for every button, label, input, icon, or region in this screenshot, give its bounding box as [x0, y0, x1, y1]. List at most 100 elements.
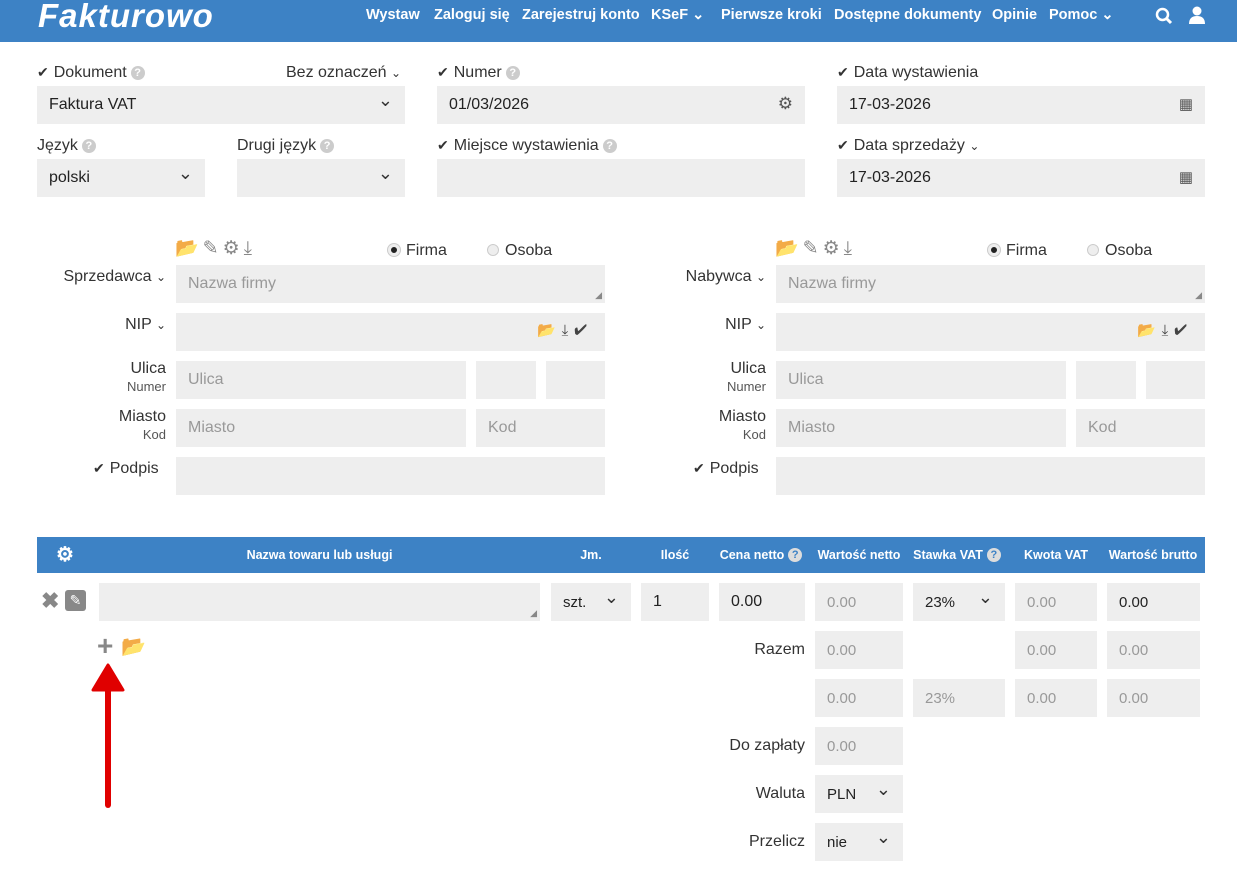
nav-zarejestruj[interactable]: Zarejestruj konto	[522, 7, 640, 23]
cena-netto-input[interactable]: 0.00	[719, 583, 805, 621]
przelicz-select[interactable]: nie	[815, 823, 903, 861]
miejsce-label: ✔ Miejsce wystawienia?	[437, 137, 617, 155]
resize-grip-icon[interactable]: ◢	[530, 608, 537, 618]
vat-row-kwota: 0.00	[1015, 679, 1097, 717]
buyer-radio-firma[interactable]: Firma	[988, 242, 1047, 260]
buyer-miasto-placeholder: Miasto	[788, 419, 836, 436]
edit-icon[interactable]: ✎	[202, 238, 223, 259]
razem-vat-value: 0.00	[1027, 641, 1057, 659]
seller-podpis-input[interactable]	[176, 457, 605, 495]
checkbox-checked-icon[interactable]: ✔	[837, 137, 849, 153]
stawka-vat-select[interactable]: 23%	[913, 583, 1005, 621]
buyer-kod-input[interactable]: Kod	[1076, 409, 1205, 447]
add-row-icon[interactable]: +	[97, 630, 114, 661]
search-icon[interactable]	[1155, 7, 1173, 25]
seller-numer-label: Numer	[126, 379, 166, 394]
waluta-select[interactable]: PLN	[815, 775, 903, 813]
jezyk-select[interactable]: polski	[37, 159, 205, 197]
jm-select[interactable]: szt.	[551, 583, 631, 621]
folder-open-icon[interactable]: 📂	[121, 636, 146, 658]
gear-icon[interactable]: ⚙	[777, 94, 793, 113]
download-icon[interactable]: ⤓	[243, 238, 257, 259]
checkbox-checked-icon[interactable]: ✔	[93, 460, 105, 476]
dokument-select[interactable]: Faktura VAT	[37, 86, 405, 124]
edit-icon[interactable]: ✎	[65, 590, 86, 611]
nav-dokumenty[interactable]: Dostępne dokumenty	[834, 7, 982, 23]
folder-open-icon[interactable]: 📂	[1136, 322, 1162, 339]
buyer-nr-lokalu-input[interactable]	[1146, 361, 1205, 399]
nav-opinie[interactable]: Opinie	[992, 7, 1038, 23]
seller-name-textarea[interactable]: Nazwa firmy ◢	[176, 265, 605, 303]
buyer-ulica-input[interactable]: Ulica	[776, 361, 1066, 399]
numer-input[interactable]: 01/03/2026 ⚙	[437, 86, 805, 124]
buyer-nip-input[interactable]: 📂⤓✔	[776, 313, 1205, 351]
folder-open-icon[interactable]: 📂	[536, 322, 562, 339]
nav-pomoc[interactable]: Pomoc ⌄	[1049, 7, 1114, 23]
checkbox-checked-icon[interactable]: ✔	[837, 64, 849, 80]
help-icon[interactable]: ?	[986, 548, 1001, 562]
nav-zaloguj[interactable]: Zaloguj się	[434, 7, 510, 23]
buyer-name-textarea[interactable]: Nazwa firmy ◢	[776, 265, 1205, 303]
download-icon[interactable]: ⤓	[843, 238, 857, 259]
gear-icon[interactable]: ⚙	[222, 238, 244, 259]
seller-title[interactable]: Sprzedawca ⌄	[40, 268, 166, 286]
check-circle-icon[interactable]: ✔	[1174, 322, 1193, 339]
seller-nip-label[interactable]: NIP ⌄	[40, 316, 166, 334]
download-icon[interactable]: ⤓	[561, 322, 575, 339]
brutto-input[interactable]: 0.00	[1107, 583, 1200, 621]
miejsce-input[interactable]	[437, 159, 805, 197]
download-icon[interactable]: ⤓	[1161, 322, 1175, 339]
items-table-header	[37, 537, 1205, 573]
help-icon[interactable]: ?	[81, 139, 96, 153]
seller-ulica-input[interactable]: Ulica	[176, 361, 466, 399]
gear-icon[interactable]: ⚙	[56, 544, 74, 566]
seller-kod-input[interactable]: Kod	[476, 409, 605, 447]
checkbox-checked-icon[interactable]: ✔	[437, 64, 449, 80]
resize-grip-icon[interactable]: ◢	[595, 290, 602, 300]
calendar-icon[interactable]: ▦	[1178, 169, 1193, 186]
folder-open-icon[interactable]: 📂	[175, 238, 203, 259]
seller-nr-lokalu-input[interactable]	[546, 361, 605, 399]
data-sprzedazy-input[interactable]: 17-03-2026 ▦	[837, 159, 1205, 197]
buyer-nr-domu-input[interactable]	[1076, 361, 1136, 399]
help-icon[interactable]: ?	[505, 66, 520, 80]
checkbox-checked-icon[interactable]: ✔	[693, 460, 705, 476]
user-icon[interactable]	[1189, 6, 1205, 24]
buyer-nip-label[interactable]: NIP ⌄	[640, 316, 766, 334]
jezyk-text: Język	[37, 137, 78, 154]
buyer-miasto-input[interactable]: Miasto	[776, 409, 1066, 447]
check-circle-icon[interactable]: ✔	[574, 322, 593, 339]
item-name-textarea[interactable]: ◢	[99, 583, 540, 621]
edit-icon[interactable]: ✎	[802, 238, 823, 259]
nav-ksef[interactable]: KSeF ⌄	[651, 7, 704, 23]
seller-nip-input[interactable]: 📂⤓✔	[176, 313, 605, 351]
seller-radio-firma[interactable]: Firma	[388, 242, 447, 260]
delete-row-icon[interactable]: ✖	[41, 588, 60, 613]
nav-wystaw[interactable]: Wystaw	[366, 7, 420, 23]
drugi-jezyk-select[interactable]	[237, 159, 405, 197]
column-header: Wartość brutto	[1103, 537, 1203, 573]
jezyk-value: polski	[49, 169, 90, 186]
ilosc-input[interactable]: 1	[641, 583, 709, 621]
seller-nr-domu-input[interactable]	[476, 361, 536, 399]
seller-miasto-input[interactable]: Miasto	[176, 409, 466, 447]
buyer-title[interactable]: Nabywca ⌄	[640, 268, 766, 286]
checkbox-checked-icon[interactable]: ✔	[37, 64, 49, 80]
gear-icon[interactable]: ⚙	[822, 238, 844, 259]
resize-grip-icon[interactable]: ◢	[1195, 290, 1202, 300]
seller-radio-osoba[interactable]: Osoba	[487, 242, 552, 260]
buyer-podpis-input[interactable]	[776, 457, 1205, 495]
calendar-icon[interactable]: ▦	[1178, 96, 1193, 113]
data-wystawienia-input[interactable]: 17-03-2026 ▦	[837, 86, 1205, 124]
folder-open-icon[interactable]: 📂	[775, 238, 803, 259]
oznaczenie-dropdown[interactable]: Bez oznaczeń ⌄	[286, 64, 401, 82]
help-icon[interactable]: ?	[602, 139, 617, 153]
logo[interactable]: Fakturowo	[38, 0, 214, 34]
nav-pierwsze-kroki[interactable]: Pierwsze kroki	[721, 7, 822, 23]
help-icon[interactable]: ?	[320, 139, 335, 153]
help-icon[interactable]: ?	[130, 66, 145, 80]
buyer-radio-osoba[interactable]: Osoba	[1087, 242, 1152, 260]
help-icon[interactable]: ?	[788, 548, 803, 562]
checkbox-checked-icon[interactable]: ✔	[437, 137, 449, 153]
chevron-down-icon[interactable]: ⌄	[969, 139, 980, 153]
